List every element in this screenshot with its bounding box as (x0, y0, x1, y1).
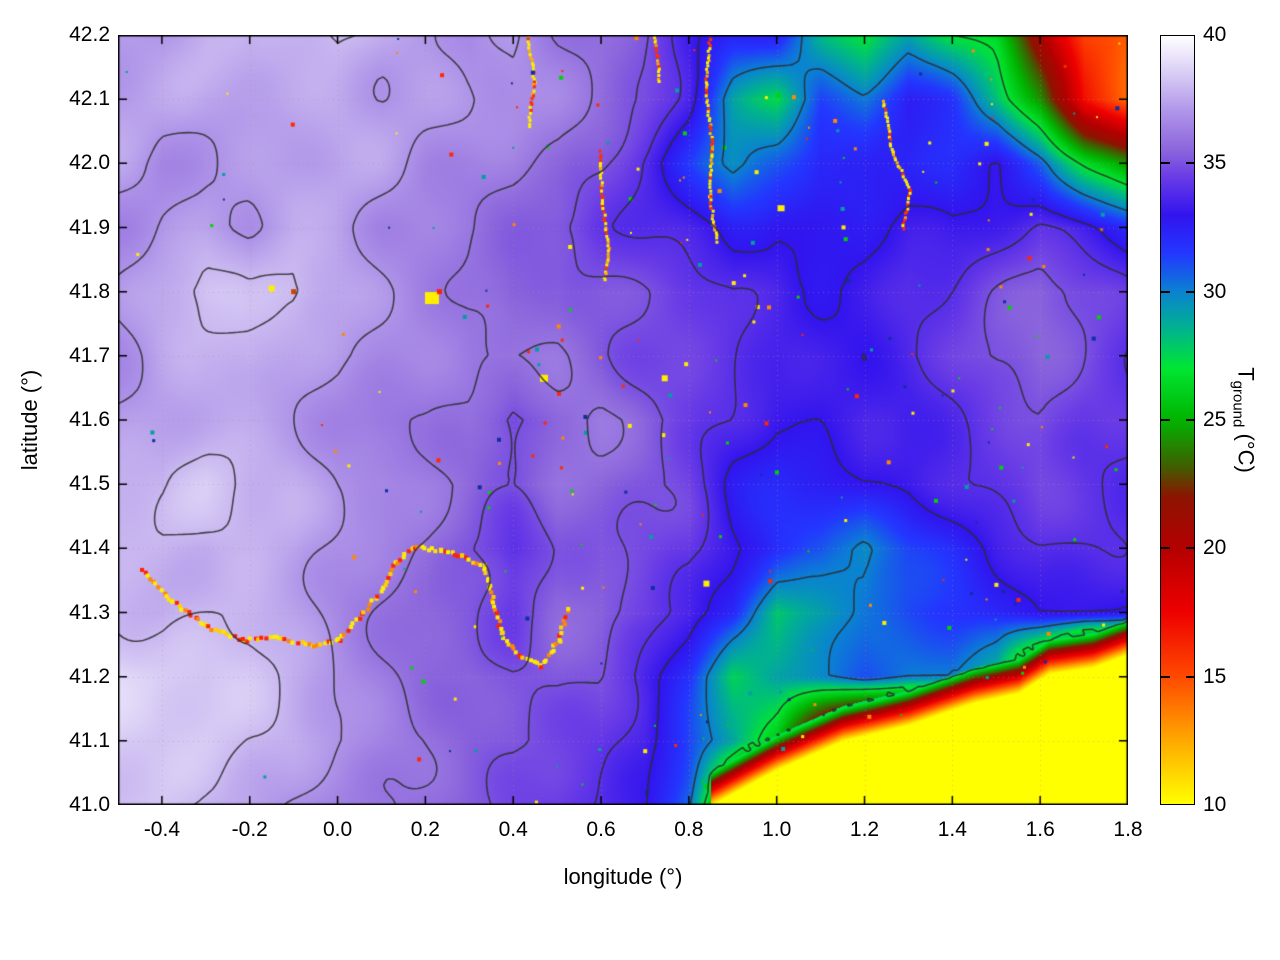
colorbar-label-symbol: T (1233, 367, 1259, 381)
y-tick-label: 41.5 (69, 472, 110, 496)
y-tick-label: 41.0 (69, 793, 110, 816)
x-tick-label: 0.6 (586, 818, 616, 841)
x-tick-label: 1.0 (762, 818, 792, 841)
x-axis-label: longitude (°) (563, 864, 683, 889)
colorbar-tick-mark (1161, 162, 1170, 165)
y-tick-label: 42.1 (69, 87, 110, 111)
colorbar-tick-mark (1161, 419, 1170, 421)
colorbar-label-subscript: ground (1229, 380, 1247, 428)
colorbar-tick-label: 10 (1203, 793, 1227, 816)
y-tick-label: 41.7 (69, 343, 110, 367)
y-tick-label: 42.2 (69, 23, 110, 46)
y-tick-label: 42.0 (69, 151, 110, 175)
colorbar-tick-label: 40 (1203, 23, 1227, 46)
heatmap-canvas (118, 35, 1128, 805)
colorbar-tick-label: 30 (1203, 279, 1227, 303)
x-tick-label: 0.8 (674, 818, 704, 841)
y-tick-label: 41.8 (69, 279, 110, 303)
x-tick-label: -0.4 (143, 818, 180, 841)
colorbar-tick-mark (1186, 675, 1195, 678)
colorbar-tick-label: 15 (1203, 664, 1227, 688)
colorbar-tick-label: 20 (1203, 536, 1227, 560)
y-tick-label: 41.2 (69, 664, 110, 688)
colorbar-tick-mark (1161, 290, 1170, 293)
colorbar-tick-mark (1186, 290, 1195, 293)
y-tick-label: 41.9 (69, 215, 110, 239)
x-tick-label: 0.2 (410, 818, 440, 841)
x-tick-label: 1.4 (937, 818, 967, 841)
colorbar-tick-mark (1161, 547, 1170, 550)
colorbar-label: Tground (°C) (1229, 367, 1258, 473)
colorbar-tick-mark (1186, 419, 1195, 421)
colorbar-tick-mark (1186, 162, 1195, 165)
colorbar-tick-label: 25 (1203, 408, 1227, 431)
colorbar-tick-mark (1186, 547, 1195, 550)
y-tick-label: 41.6 (69, 408, 110, 431)
x-tick-label: 1.8 (1113, 818, 1143, 841)
colorbar-tick-label: 35 (1203, 151, 1227, 175)
colorbar-tick-mark (1161, 675, 1170, 678)
y-tick-label: 41.1 (69, 728, 110, 752)
colorbar-label-unit: (°C) (1233, 427, 1259, 473)
y-tick-label: 41.4 (69, 536, 110, 560)
x-tick-label: 1.6 (1025, 818, 1055, 841)
y-tick-label: 41.3 (69, 600, 110, 624)
x-tick-label: 0.4 (498, 818, 528, 841)
x-tick-label: -0.2 (231, 818, 268, 841)
x-tick-label: 0.0 (322, 818, 353, 841)
x-tick-label: 1.2 (849, 818, 880, 841)
